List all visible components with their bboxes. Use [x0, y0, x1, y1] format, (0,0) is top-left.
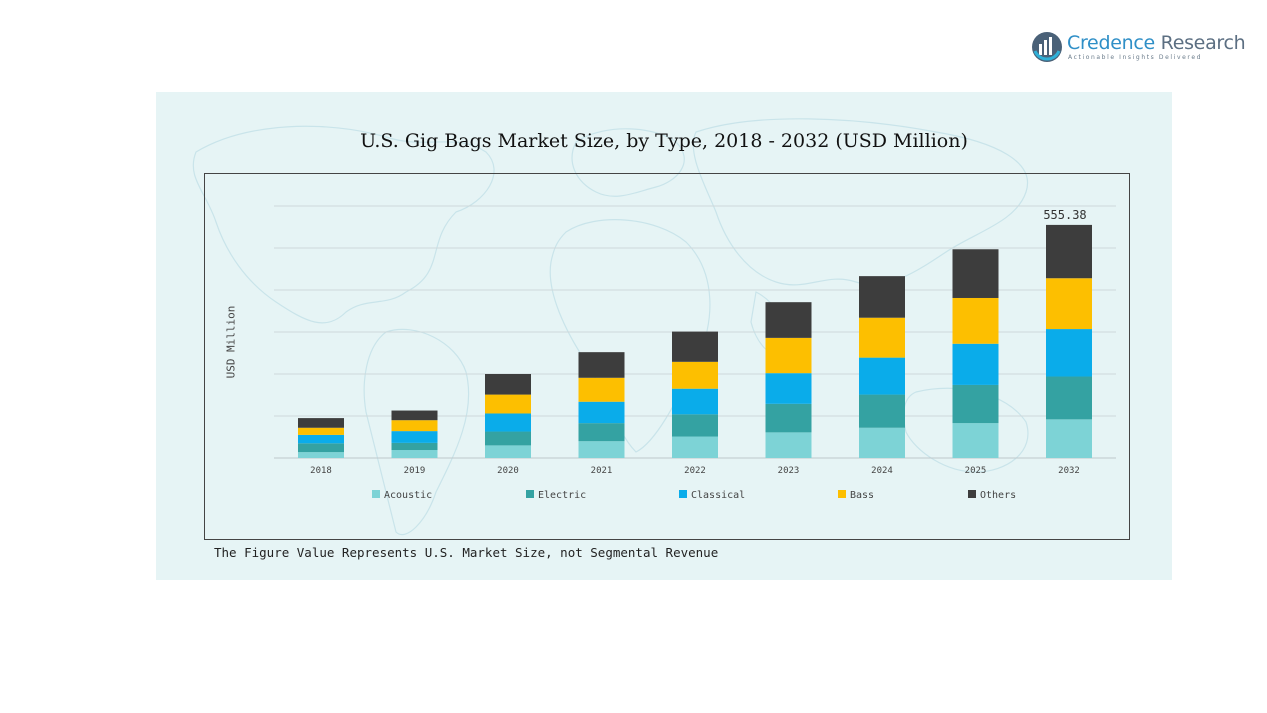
bar-classical-2020 — [485, 413, 531, 432]
bar-classical-2024 — [859, 357, 905, 395]
brand-name-secondary: Research — [1160, 32, 1246, 54]
x-tick-label: 2032 — [1058, 466, 1080, 476]
bar-others-2020 — [485, 374, 531, 395]
bar-electric-2025 — [952, 384, 999, 424]
bar-others-2032 — [1046, 224, 1092, 279]
legend-item-classical: Classical — [679, 490, 745, 504]
chart-title: U.S. Gig Bags Market Size, by Type, 2018… — [360, 130, 968, 152]
legend-label: Electric — [538, 490, 587, 501]
legend-label: Bass — [850, 490, 875, 501]
bar-others-2022 — [672, 331, 718, 362]
bar-others-2021 — [578, 352, 625, 378]
x-tick-label: 2024 — [871, 466, 893, 476]
bar-bass-2023 — [765, 337, 812, 374]
bar-classical-2021 — [578, 401, 625, 424]
bar-acoustic-2020 — [485, 445, 531, 458]
legend-label: Others — [980, 490, 1017, 501]
legend-swatch — [372, 490, 380, 498]
y-axis-label: USD Million — [224, 305, 238, 379]
legend-label: Acoustic — [384, 490, 433, 501]
bar-electric-2019 — [391, 442, 438, 451]
chart-frame — [204, 173, 1130, 540]
bar-bass-2022 — [672, 361, 718, 389]
legend-item-electric: Electric — [526, 490, 586, 504]
bar-classical-2032 — [1046, 329, 1092, 377]
bar-others-2018 — [298, 418, 344, 428]
bar-acoustic-2021 — [578, 441, 625, 458]
bar-bass-2032 — [1046, 278, 1092, 330]
bar-electric-2021 — [578, 423, 625, 442]
bar-classical-2025 — [952, 343, 999, 385]
data-label-total: 555.38 — [1043, 208, 1086, 222]
x-tick-label: 2018 — [310, 466, 332, 476]
bar-bass-2025 — [952, 297, 999, 344]
legend-swatch — [838, 490, 846, 498]
x-tick-label: 2020 — [497, 466, 519, 476]
bar-others-2024 — [859, 276, 905, 318]
bar-bass-2024 — [859, 317, 905, 358]
bar-classical-2022 — [672, 388, 718, 415]
bar-electric-2024 — [859, 394, 905, 428]
bar-electric-2022 — [672, 414, 718, 437]
bar-classical-2019 — [391, 431, 438, 443]
x-tick-label: 2025 — [965, 466, 987, 476]
bar-acoustic-2024 — [859, 427, 905, 458]
bar-others-2019 — [391, 410, 438, 421]
legend-item-acoustic: Acoustic — [372, 490, 432, 504]
stacked-bar-chart: 2018 2019 2020 2021 2022 2023 2024 2025 2032 555.… — [274, 205, 1116, 476]
bar-electric-2032 — [1046, 376, 1092, 420]
x-tick-label: 2022 — [684, 466, 706, 476]
bar-acoustic-2022 — [672, 436, 718, 458]
legend-swatch — [968, 490, 976, 498]
bar-classical-2018 — [298, 434, 344, 444]
legend-label: Classical — [691, 490, 746, 501]
x-tick-label: 2023 — [778, 466, 800, 476]
bar-electric-2023 — [765, 403, 812, 433]
bar-acoustic-2025 — [952, 423, 999, 458]
brand-name-primary: Credence — [1067, 32, 1155, 54]
bar-acoustic-2032 — [1046, 419, 1092, 458]
legend-swatch — [526, 490, 534, 498]
brand-logo-block: Credence Research Actionable Insights De… — [1030, 30, 1246, 66]
chart-legend: Acoustic Electric Classical Bass Others — [372, 490, 1072, 504]
bar-classical-2023 — [765, 373, 812, 404]
bar-bass-2018 — [298, 427, 344, 435]
bar-others-2023 — [765, 302, 812, 338]
world-map-watermark — [192, 118, 1029, 536]
x-tick-label: 2021 — [591, 466, 613, 476]
bar-electric-2020 — [485, 431, 531, 446]
bar-acoustic-2019 — [391, 450, 438, 458]
bar-acoustic-2018 — [298, 452, 344, 458]
legend-swatch — [679, 490, 687, 498]
legend-item-others: Others — [968, 490, 1016, 504]
bar-bass-2021 — [578, 377, 625, 402]
footnote: The Figure Value Represents U.S. Market … — [214, 545, 719, 560]
credence-logo-icon — [1032, 32, 1062, 62]
chart-panel: U.S. Gig Bags Market Size, by Type, 2018… — [156, 92, 1172, 580]
legend-item-bass: Bass — [838, 490, 874, 504]
brand-name: Credence Research — [1067, 32, 1246, 54]
bar-acoustic-2023 — [765, 432, 812, 458]
bar-others-2025 — [952, 249, 999, 298]
bar-bass-2019 — [391, 420, 438, 432]
bar-bass-2020 — [485, 394, 531, 414]
x-tick-label: 2019 — [404, 466, 426, 476]
brand-tagline: Actionable Insights Delivered — [1068, 54, 1203, 61]
bar-electric-2018 — [298, 443, 344, 453]
